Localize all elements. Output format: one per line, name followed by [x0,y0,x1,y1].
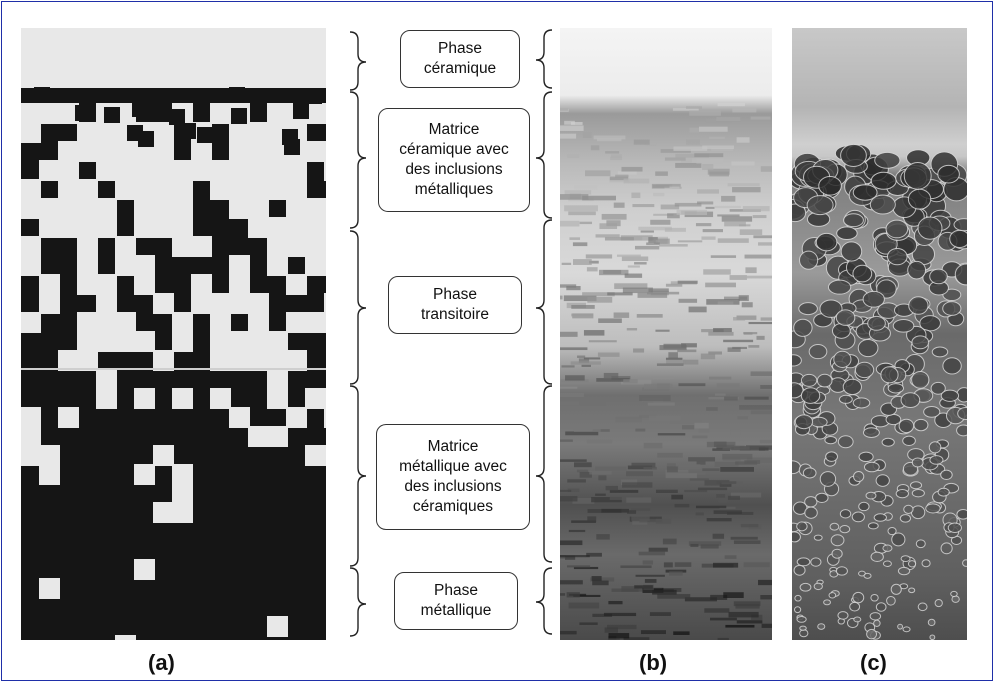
brace-left-ceramic-matrix [349,91,367,229]
caption-a: (a) [148,650,175,675]
label-ceramic-phase: Phase céramique [400,30,520,88]
panel-b-micrograph [560,28,772,640]
caption-b: (b) [639,650,668,675]
panel-a-schematic [21,28,326,640]
label-metallic-phase: Phase métallique [394,572,518,630]
label-metallic-matrix: Matrice métallique avec des inclusions c… [376,424,530,530]
brace-left-metallic [349,567,367,637]
panel-c-texture [792,143,967,640]
brace-left-ceramic [349,31,367,91]
panel-a-pattern [21,28,326,640]
brace-left-transition [349,230,367,385]
label-ceramic-matrix: Matrice céramique avec des inclusions mé… [378,108,530,212]
panel-b-texture [560,103,772,640]
brace-right-metallic [535,567,553,635]
label-transition-phase: Phase transitoire [388,276,522,334]
caption-c: (c) [860,650,887,675]
brace-right-ceramic-matrix [535,91,553,219]
brace-right-metallic-matrix [535,385,553,563]
brace-left-metallic-matrix [349,385,367,567]
panel-c-micrograph [792,28,967,640]
brace-right-ceramic [535,29,553,89]
brace-right-transition [535,219,553,385]
